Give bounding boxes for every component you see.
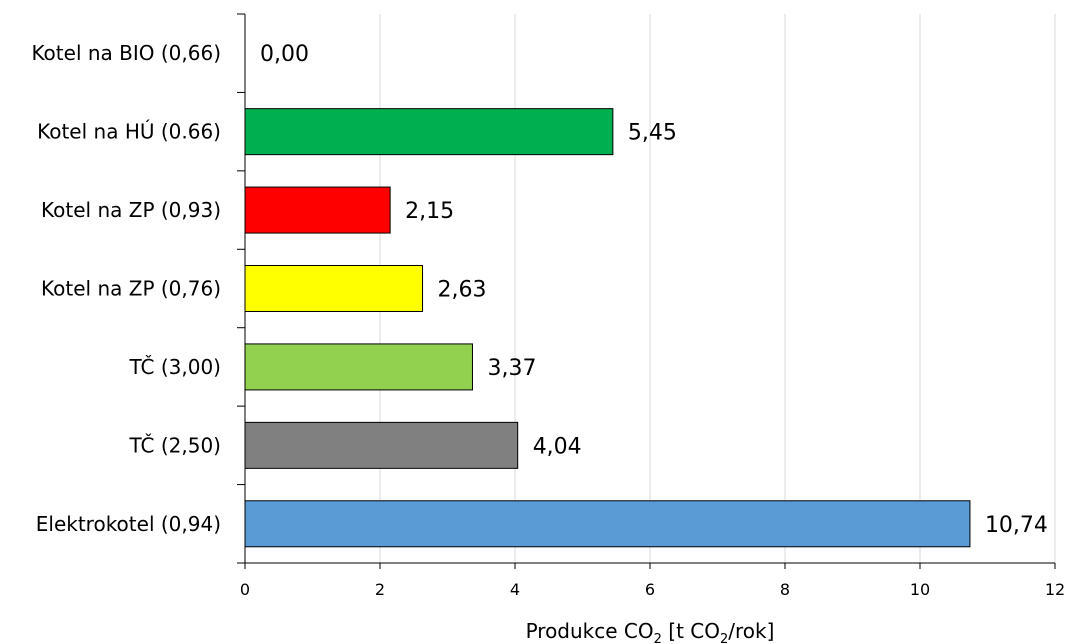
bar-2 — [244, 108, 614, 156]
value-label-2: 5,45 — [628, 121, 677, 146]
x-tick-label-8: 8 — [780, 580, 790, 599]
category-label-1: Kotel na BIO (0,66) — [31, 41, 221, 65]
value-label-5: 3,37 — [487, 356, 536, 381]
x-tick-label-4: 4 — [510, 580, 520, 599]
bar-6 — [244, 421, 519, 469]
bars — [244, 108, 971, 548]
value-labels: 0,00 5,45 2,15 2,63 3,37 4,04 10,74 — [260, 42, 1048, 538]
value-label-1: 0,00 — [260, 42, 309, 67]
value-label-4: 2,63 — [438, 278, 487, 303]
x-tick-label-10: 10 — [910, 580, 930, 599]
bar-4 — [244, 265, 424, 312]
bar-5 — [244, 343, 473, 391]
x-tick-labels: 0 2 4 6 8 10 12 — [240, 580, 1065, 599]
axes — [237, 13, 1056, 569]
category-label-5: TČ (3,00) — [128, 355, 221, 379]
x-tick-label-12: 12 — [1045, 580, 1065, 599]
category-label-3: Kotel na ZP (0,93) — [41, 198, 221, 222]
category-label-6: TČ (2,50) — [128, 433, 221, 457]
x-tick-label-6: 6 — [645, 580, 655, 599]
category-label-7: Elektrokotel (0,94) — [36, 512, 221, 536]
bar-7 — [244, 500, 971, 548]
category-label-2: Kotel na HÚ (0.66) — [37, 120, 221, 144]
gridlines — [379, 14, 1056, 563]
value-label-7: 10,74 — [985, 513, 1048, 538]
x-tick-label-2: 2 — [375, 580, 385, 599]
category-labels: Kotel na BIO (0,66) Kotel na HÚ (0.66) Kot… — [31, 41, 221, 536]
category-label-4: Kotel na ZP (0,76) — [41, 277, 221, 301]
bar-3 — [244, 186, 391, 234]
x-tick-label-0: 0 — [240, 580, 250, 599]
value-label-3: 2,15 — [405, 199, 454, 224]
x-axis-title: Produkce CO2 [t CO2/rok] — [526, 619, 775, 644]
value-label-6: 4,04 — [533, 434, 582, 459]
